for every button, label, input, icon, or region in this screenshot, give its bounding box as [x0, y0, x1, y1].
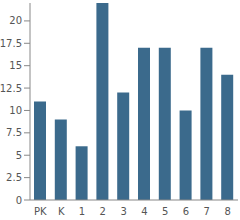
svg-text:10: 10 [9, 105, 22, 116]
svg-text:3: 3 [120, 206, 126, 217]
svg-text:K: K [58, 206, 65, 217]
svg-text:0: 0 [16, 195, 22, 206]
svg-text:1: 1 [79, 206, 85, 217]
svg-text:17.5: 17.5 [8, 38, 22, 49]
svg-text:5: 5 [162, 206, 168, 217]
svg-text:8: 8 [224, 206, 230, 217]
svg-text:15: 15 [9, 60, 22, 71]
svg-text:12.5: 12.5 [8, 83, 22, 94]
svg-text:4: 4 [141, 206, 147, 217]
svg-text:2: 2 [100, 206, 106, 217]
svg-text:2.5: 2.5 [8, 172, 22, 183]
svg-text:7: 7 [204, 206, 210, 217]
svg-text:5: 5 [16, 150, 22, 161]
svg-text:PK: PK [34, 206, 47, 217]
svg-text:6: 6 [183, 206, 189, 217]
svg-text:7.5: 7.5 [8, 127, 22, 138]
svg-text:20: 20 [9, 15, 22, 26]
